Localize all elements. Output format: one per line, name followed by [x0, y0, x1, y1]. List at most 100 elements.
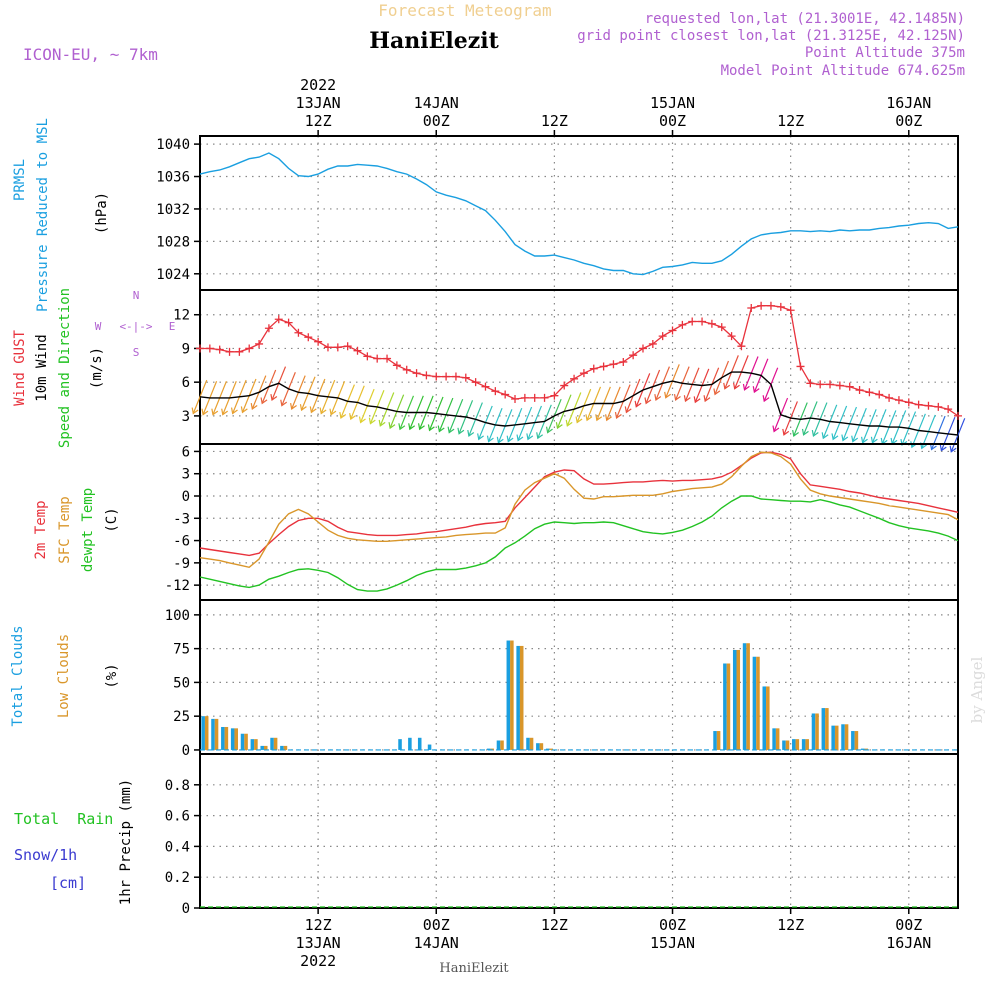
gust-marker	[274, 315, 283, 324]
wind-arrow-head	[752, 386, 760, 394]
total-cloud-bar	[201, 716, 205, 750]
top-time-label: 15JAN	[650, 94, 695, 112]
bottom-time-label: 16JAN	[886, 934, 931, 952]
gust-marker	[579, 369, 588, 378]
wind-arrow-head	[486, 435, 494, 443]
wind-panel-labels: Wind GUST 10m Wind Speed and Direction (…	[12, 288, 105, 448]
top-time-label: 2022	[300, 76, 336, 94]
wind-arrow-head	[398, 423, 406, 431]
wind-arrow-head	[201, 408, 209, 416]
wind-arrow-head	[614, 411, 622, 420]
gust-marker	[491, 387, 500, 396]
wind-panel: 3 6 9 12	[173, 289, 966, 453]
low-cloud-bar	[490, 748, 494, 750]
clouds-label-total: Total Clouds	[10, 625, 26, 726]
gust-marker	[373, 354, 382, 363]
y-tick-label: -9	[173, 556, 190, 572]
grid-point: grid point closest lon,lat (21.3125E, 42…	[577, 28, 965, 44]
y-tick-label: 0	[182, 489, 190, 505]
clouds-label-unit: (%)	[104, 663, 120, 688]
wind-arrow-head	[949, 445, 957, 453]
wind-arrow-head	[467, 429, 475, 437]
wind-arrow-head	[565, 419, 573, 427]
wind-arrow-head	[555, 422, 563, 430]
wind-arrow-head	[299, 404, 307, 412]
y-tick-label: 1028	[156, 234, 190, 250]
gust-marker	[747, 303, 756, 312]
gust-marker	[196, 344, 204, 353]
wind-arrow-head	[437, 425, 445, 433]
gust-marker	[698, 317, 707, 326]
precip-label-rain: Total Rain	[14, 810, 113, 828]
gust-marker	[855, 386, 864, 395]
total-cloud-bar	[280, 745, 284, 750]
wind-arrow-head	[683, 395, 691, 403]
low-cloud-bar	[864, 748, 869, 750]
total-cloud-bar	[270, 737, 274, 750]
wind-label-10m: 10m Wind	[34, 334, 50, 401]
low-cloud-bar	[529, 737, 534, 750]
clouds-label-low: Low Clouds	[56, 634, 72, 718]
y-tick-label: 0.6	[165, 809, 190, 825]
clouds-panel-labels: Total Clouds Low Clouds (%)	[10, 625, 120, 726]
low-cloud-bar	[539, 743, 544, 750]
low-cloud-bar	[795, 739, 800, 750]
total-cloud-bar	[516, 645, 520, 750]
wind-arrow-head	[664, 391, 672, 399]
gust-marker	[806, 379, 815, 388]
gust-marker	[481, 382, 490, 391]
gust-marker	[343, 342, 352, 351]
gust-marker	[835, 381, 844, 390]
precip-label-snow: Snow/1h	[14, 846, 77, 864]
wind-arrow-head	[260, 397, 268, 405]
low-cloud-bar	[746, 643, 750, 750]
temperature-panel-labels: 2m Temp SFC Temp dewpt Temp (C)	[33, 488, 120, 572]
wind-arrow-head	[240, 406, 248, 414]
pressure-label-msl: Pressure Reduced to MSL	[35, 118, 51, 312]
top-time-label: 00Z	[895, 112, 922, 130]
low-cloud-bar	[283, 745, 288, 750]
compass-we: <-|->	[119, 320, 152, 333]
low-cloud-bar	[510, 640, 514, 750]
total-cloud-bar	[811, 713, 816, 750]
gust-marker	[865, 388, 874, 397]
wind-arrow-head	[319, 407, 327, 415]
gust-marker	[599, 362, 608, 371]
wind-arrow-head	[605, 414, 612, 422]
y-tick-label: -12	[165, 578, 190, 594]
total-cloud-bar	[536, 743, 540, 750]
gust-marker	[412, 369, 421, 378]
gust-marker	[629, 351, 638, 360]
gust-marker	[766, 301, 775, 310]
wind-arrow-head	[575, 416, 583, 424]
y-tick-label: 3	[182, 409, 190, 425]
total-cloud-bar	[742, 643, 747, 750]
gust-marker	[451, 372, 460, 381]
wind-arrow-head	[378, 419, 386, 427]
low-cloud-bar	[854, 731, 859, 750]
point-altitude: Point Altitude 375m	[805, 45, 965, 61]
top-time-label: 16JAN	[886, 94, 931, 112]
top-time-label: 12Z	[541, 112, 568, 130]
wind-arrow-head	[290, 402, 297, 411]
y-tick-label: 0.8	[165, 778, 190, 794]
gust-marker	[954, 411, 962, 420]
total-cloud-bar	[260, 745, 264, 750]
total-cloud-bar	[732, 649, 737, 750]
gust-marker	[333, 343, 342, 352]
wind-arrow-head	[723, 382, 731, 390]
bottom-time-label: 13JAN	[296, 934, 341, 952]
y-tick-label: 1024	[156, 267, 190, 283]
wind-arrow-head	[457, 427, 465, 435]
wind-arrow-head	[860, 436, 868, 444]
total-cloud-bar	[762, 686, 767, 750]
gust-marker	[550, 391, 559, 400]
wind-label-direction: Speed and Direction	[57, 288, 73, 448]
total-cloud-bar	[841, 724, 845, 750]
gust-marker	[638, 344, 647, 353]
temp-label-sfc: SFC Temp	[57, 496, 73, 563]
wind-arrow-head	[831, 433, 839, 441]
pressure-panel-labels: PRMSL Pressure Reduced to MSL (hPa)	[12, 118, 110, 312]
total-cloud-bar	[772, 728, 776, 750]
compass-e: E	[169, 320, 176, 333]
